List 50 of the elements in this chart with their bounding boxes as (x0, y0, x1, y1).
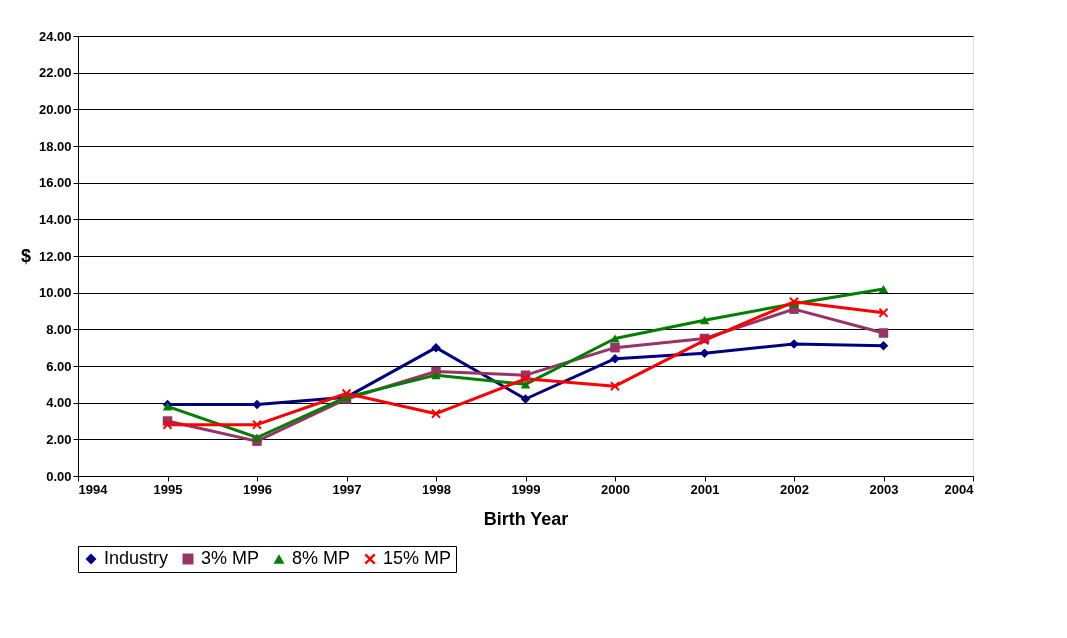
x-tick-label: 1998 (422, 481, 451, 497)
point (431, 342, 441, 353)
point (610, 342, 620, 353)
y-tick-label: 20.00 (38, 101, 72, 117)
x-tick-label: 1999 (511, 481, 541, 497)
point (431, 371, 441, 380)
x-axis-title: Birth Year (483, 508, 569, 529)
y-tick-label: 16.00 (38, 175, 72, 191)
y-tick-label: 10.00 (38, 285, 72, 301)
point (431, 408, 441, 419)
point (610, 353, 620, 364)
point (878, 284, 889, 294)
point (878, 341, 889, 351)
legend-label: 8% MP (292, 548, 351, 568)
x-tick-label: 2000 (601, 481, 630, 497)
point (252, 399, 262, 410)
x-tick-label: 2002 (780, 481, 809, 497)
point (341, 388, 352, 399)
y-tick-label: 22.00 (38, 65, 72, 81)
y-tick-label: 14.00 (38, 211, 72, 227)
x-tick-label: 2004 (944, 481, 975, 497)
y-tick-label: 0.00 (46, 468, 72, 484)
x-tick-label: 2001 (690, 481, 720, 497)
point (162, 419, 173, 430)
point (699, 316, 710, 325)
y-tick-label: 6.00 (46, 358, 72, 374)
point (610, 381, 620, 391)
point (520, 374, 531, 384)
point (878, 308, 889, 318)
point (252, 419, 262, 430)
x-tick-label: 1996 (243, 481, 272, 497)
point (520, 394, 531, 404)
point (878, 328, 889, 338)
y-tick-label: 12.00 (38, 248, 72, 264)
point (520, 380, 531, 389)
y-tick-label: 18.00 (38, 138, 72, 154)
y-tick-label: 8.00 (46, 321, 72, 337)
x-tick-label: 1995 (153, 481, 183, 497)
legend-label: 15% MP (383, 548, 452, 568)
point (610, 334, 620, 343)
y-tick-label: 2.00 (46, 431, 72, 447)
x-tick-label: 1997 (332, 481, 362, 497)
x-tick-label: 1994 (78, 481, 109, 497)
legend-label: Industry (104, 548, 169, 568)
legend-label: 3% MP (201, 548, 260, 568)
y-tick-label: 24.00 (38, 28, 72, 44)
point (252, 433, 262, 442)
y-axis-title: $ (20, 245, 31, 266)
y-tick-label: 4.00 (46, 395, 72, 411)
x-tick-label: 2003 (869, 481, 899, 497)
